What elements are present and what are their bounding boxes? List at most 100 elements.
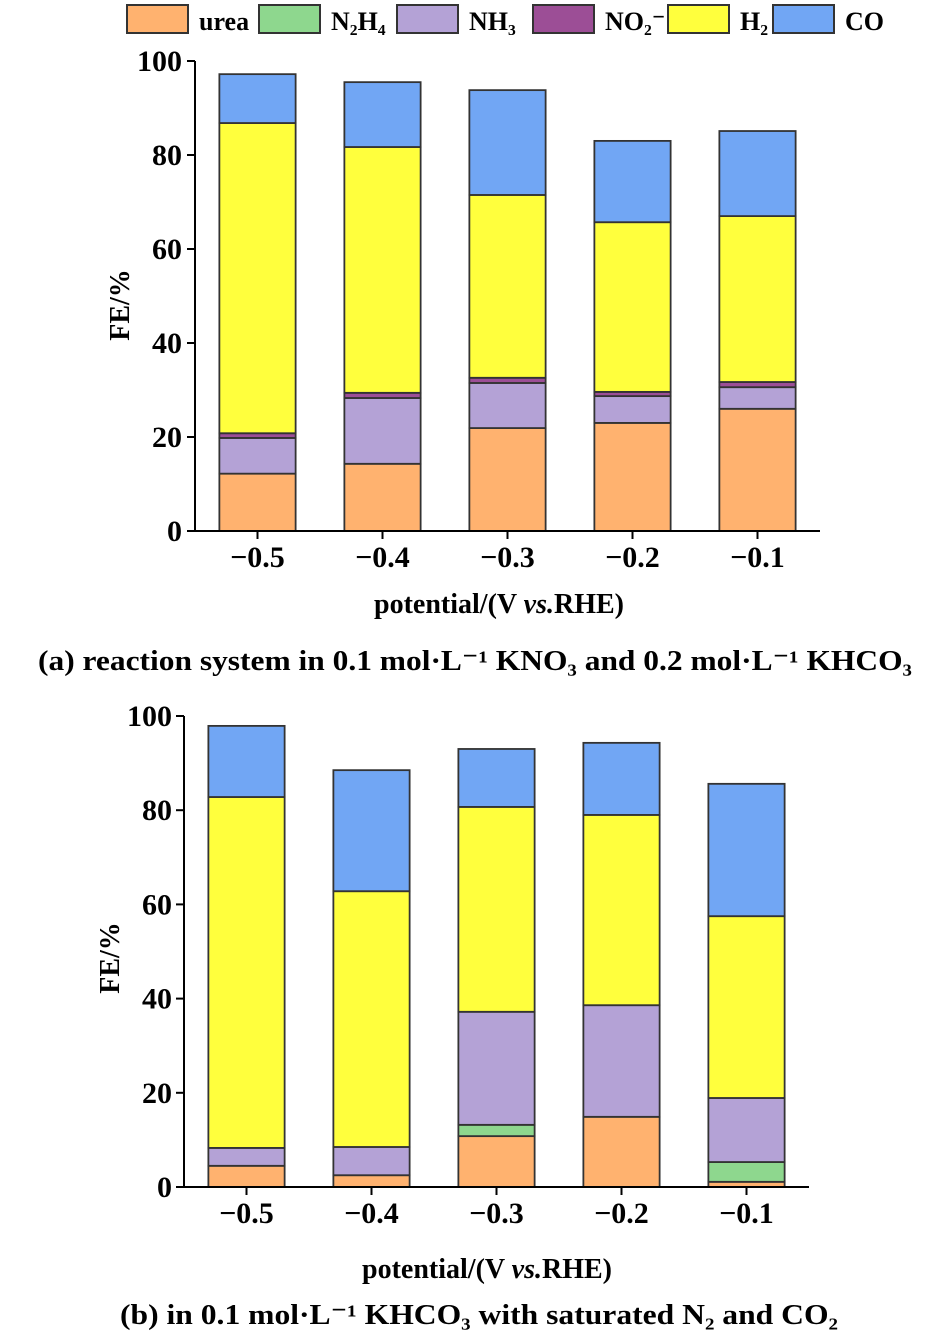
x-axis-title-part-b-0: potential/(V xyxy=(362,1254,512,1285)
legend-label-n2h4: N₂H₄ xyxy=(331,7,386,36)
legend-label-co: CO xyxy=(845,7,884,36)
bar-b-h2-3 xyxy=(457,806,536,1013)
x-axis-title-part-b-1: vs. xyxy=(512,1254,542,1285)
bar-a-co-2 xyxy=(343,81,422,148)
bar-a-co-4 xyxy=(593,139,672,224)
bar-b-h2-1 xyxy=(207,796,286,1149)
x-axis-title-part-a-0: potential/(V xyxy=(374,589,524,620)
legend-item-n2h4: N₂H₄ xyxy=(258,4,386,36)
bar-a-co-5 xyxy=(718,130,797,217)
bar-stack-b-3 xyxy=(457,748,536,1188)
bar-a-h2-5 xyxy=(718,215,797,383)
y-tick-label-b-0: 0 xyxy=(157,1171,172,1204)
y-tick-label-a-4: 80 xyxy=(152,139,182,172)
bar-a-co-1 xyxy=(218,73,297,124)
panel-b: −0.5 −0.4 −0.3 −0.2 −0.1 0 20 40 60 80 100 FE/% pote… xyxy=(95,700,838,1331)
x-tick-label-a-5: −0.1 xyxy=(730,541,785,574)
legend-item-urea: urea xyxy=(126,4,249,36)
bar-a-urea-1 xyxy=(218,472,297,532)
legend-item-no2: NO₂⁻ xyxy=(532,4,666,36)
bar-b-urea-1 xyxy=(207,1164,286,1188)
bar-b-nh3-2 xyxy=(332,1146,411,1177)
bar-stack-a-4 xyxy=(593,139,672,532)
bar-stack-a-2 xyxy=(343,81,422,532)
bar-b-h2-4 xyxy=(582,814,661,1007)
bar-a-urea-5 xyxy=(718,407,797,532)
bars-b xyxy=(207,724,786,1188)
bars-a xyxy=(218,73,797,532)
legend-label-urea: urea xyxy=(199,7,249,36)
bar-stack-b-1 xyxy=(207,724,286,1188)
bar-a-nh3-3 xyxy=(468,382,547,429)
y-tick-label-a-1: 20 xyxy=(152,421,182,454)
legend-item-co: CO xyxy=(772,4,884,36)
bar-b-co-2 xyxy=(332,769,411,893)
bar-a-h2-2 xyxy=(343,146,422,394)
y-tick-label-a-3: 60 xyxy=(152,233,182,266)
legend-swatch-co xyxy=(772,4,835,34)
x-axis-title-part-a-1: vs. xyxy=(524,589,554,620)
x-tick-label-a-3: −0.3 xyxy=(480,541,535,574)
bar-a-h2-3 xyxy=(468,194,547,379)
legend-item-h2: H₂ xyxy=(667,4,768,36)
x-axis-title-part-a-2: RHE) xyxy=(554,589,624,620)
bar-a-urea-2 xyxy=(343,462,422,532)
y-tick-label-b-4: 80 xyxy=(142,794,172,827)
x-tick-label-b-2: −0.4 xyxy=(344,1197,399,1230)
y-axis-title-b: FE/% xyxy=(95,922,126,994)
bar-b-urea-2 xyxy=(332,1174,411,1188)
x-tick-label-a-1: −0.5 xyxy=(230,541,285,574)
panel-title-a: (a) reaction system in 0.1 mol·L⁻¹ KNO₃ … xyxy=(38,646,912,677)
x-tick-label-b-3: −0.3 xyxy=(469,1197,524,1230)
legend-swatch-urea xyxy=(126,4,189,34)
x-axis-title-b: potential/(V vs.RHE) xyxy=(362,1254,612,1285)
legend-label-no2: NO₂⁻ xyxy=(605,7,666,36)
bar-a-h2-1 xyxy=(218,122,297,435)
legend-item-nh3: NH₃ xyxy=(396,4,516,36)
x-tick-label-b-4: −0.2 xyxy=(594,1197,649,1230)
y-tick-label-b-3: 60 xyxy=(142,888,172,921)
legend-swatch-nh3 xyxy=(396,4,459,34)
bar-a-co-3 xyxy=(468,89,547,196)
legend: urea N₂H₄ NH₃ NO₂⁻ H₂ CO xyxy=(126,4,884,36)
y-tick-label-b-2: 40 xyxy=(142,983,172,1016)
legend-swatch-h2 xyxy=(667,4,730,34)
x-tick-label-a-2: −0.4 xyxy=(355,541,410,574)
bar-b-urea-3 xyxy=(457,1135,536,1188)
y-tick-label-a-5: 100 xyxy=(137,45,182,78)
bar-b-h2-5 xyxy=(707,915,786,1099)
bar-stack-b-4 xyxy=(582,741,661,1188)
bar-b-h2-2 xyxy=(332,890,411,1148)
bar-a-urea-4 xyxy=(593,421,672,532)
legend-swatch-n2h4 xyxy=(258,4,321,34)
bar-a-nh3-1 xyxy=(218,437,297,475)
bar-a-h2-4 xyxy=(593,221,672,393)
bar-b-co-3 xyxy=(457,748,536,808)
bar-stack-a-5 xyxy=(718,130,797,532)
bar-b-co-1 xyxy=(207,724,286,798)
bar-b-co-4 xyxy=(582,741,661,816)
bar-stack-b-2 xyxy=(332,769,411,1188)
bar-b-co-5 xyxy=(707,782,786,918)
panel-title-b: (b) in 0.1 mol·L⁻¹ KHCO₃ with saturated … xyxy=(120,1300,838,1331)
x-tick-label-a-4: −0.2 xyxy=(605,541,660,574)
bar-b-nh3-1 xyxy=(207,1147,286,1167)
bar-b-nh3-4 xyxy=(582,1004,661,1118)
y-axis-title-a: FE/% xyxy=(105,269,136,341)
y-tick-label-b-1: 20 xyxy=(142,1077,172,1110)
x-tick-label-b-5: −0.1 xyxy=(719,1197,774,1230)
bar-b-nh3-5 xyxy=(707,1097,786,1163)
bar-stack-a-1 xyxy=(218,73,297,532)
bar-b-nh3-3 xyxy=(457,1010,536,1126)
bar-a-nh3-4 xyxy=(593,395,672,424)
x-axis-title-a: potential/(V vs.RHE) xyxy=(374,589,624,620)
y-tick-label-b-5: 100 xyxy=(127,700,172,733)
bar-a-urea-3 xyxy=(468,427,547,532)
bar-b-n2h4-5 xyxy=(707,1161,786,1183)
panel-a: −0.5 −0.4 −0.3 −0.2 −0.1 0 20 40 60 80 100 FE/% pote… xyxy=(38,45,912,677)
bar-a-nh3-2 xyxy=(343,397,422,465)
bar-a-nh3-5 xyxy=(718,386,797,410)
legend-swatch-no2 xyxy=(532,4,595,34)
y-tick-label-a-2: 40 xyxy=(152,327,182,360)
